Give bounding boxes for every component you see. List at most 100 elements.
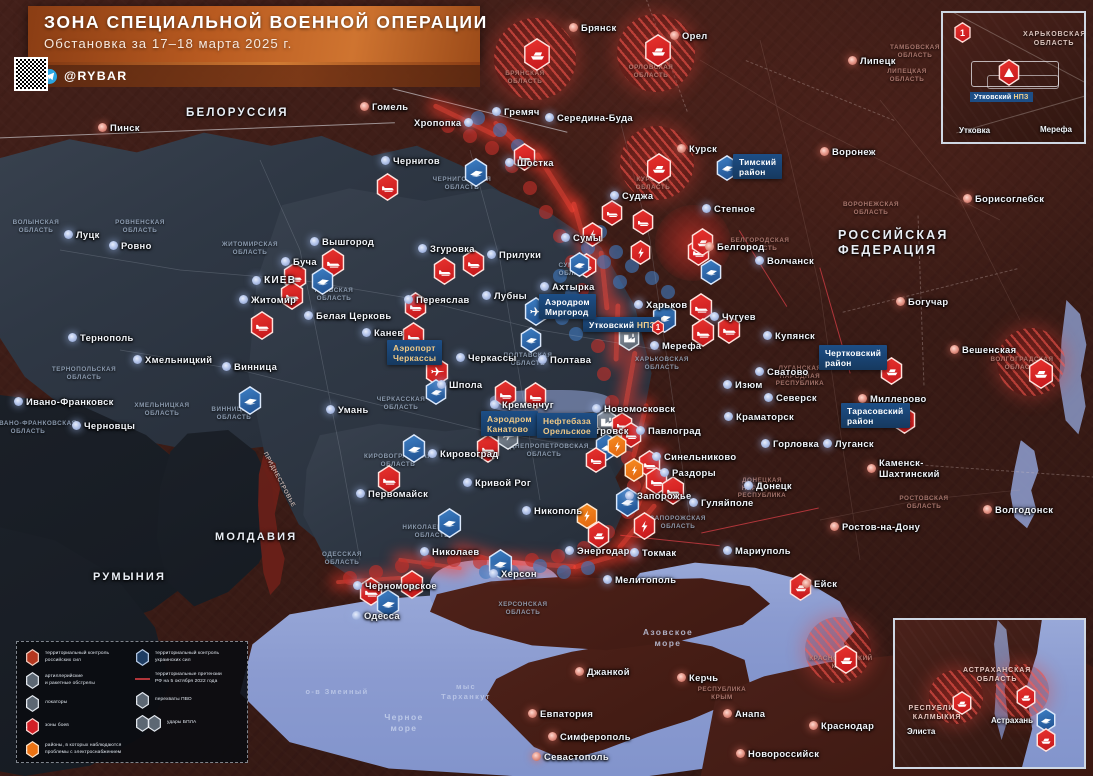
city-marker-0[interactable]: Пинск xyxy=(98,122,140,133)
inset2-boat-marker-0[interactable] xyxy=(952,691,972,715)
inset2-intercept-marker-2[interactable] xyxy=(1036,708,1056,732)
city-marker-81[interactable]: Анапа xyxy=(723,708,765,719)
city-marker-29[interactable]: Харьков xyxy=(634,299,687,310)
city-marker-60[interactable]: Каменск- Шахтинский xyxy=(867,457,940,480)
callout-2[interactable]: Аэродром Миргород xyxy=(539,294,596,320)
reference-pin-1[interactable]: 1 xyxy=(651,320,665,335)
city-marker-59[interactable]: Раздоры xyxy=(660,467,716,478)
city-marker-64[interactable]: Запорожье xyxy=(625,490,692,501)
map-rocket-marker-50[interactable] xyxy=(661,476,685,505)
city-marker-40[interactable]: Сватово xyxy=(755,366,809,377)
map-rocket-marker-23[interactable] xyxy=(250,311,274,340)
map-intercept-marker-30[interactable] xyxy=(238,386,262,415)
map-rocket-marker-15[interactable] xyxy=(513,143,536,171)
map-rocket-marker-16[interactable] xyxy=(321,248,345,277)
map-rocket-marker-33[interactable] xyxy=(717,315,741,344)
city-marker-77[interactable]: Одесса xyxy=(352,610,400,621)
city-marker-76[interactable]: Черноморское xyxy=(353,580,437,591)
map-intercept-marker-58[interactable] xyxy=(376,589,400,618)
city-marker-33[interactable]: Мерефа xyxy=(650,340,701,351)
city-marker-6[interactable]: Орел xyxy=(670,30,708,41)
callout-4[interactable]: Аэродром Канатово xyxy=(481,411,538,437)
city-marker-12[interactable]: Шостка xyxy=(505,157,554,168)
city-marker-74[interactable]: Мариуполь xyxy=(723,545,791,556)
map-rocket-marker-20[interactable] xyxy=(433,257,456,285)
city-marker-16[interactable]: Ровно xyxy=(109,240,152,251)
map-rocket-marker-36[interactable] xyxy=(494,380,517,408)
city-marker-39[interactable]: Полтава xyxy=(538,354,591,365)
city-marker-61[interactable]: Кривой Рог xyxy=(463,477,531,488)
map-boat-marker-2[interactable] xyxy=(646,153,672,184)
city-marker-68[interactable]: Ростов-на-Дону xyxy=(830,521,920,532)
city-marker-55[interactable]: Горловка xyxy=(761,438,819,449)
city-marker-65[interactable]: Гуляйполе xyxy=(689,497,754,508)
map-rocket-marker-14[interactable] xyxy=(376,173,399,201)
city-marker-5[interactable]: Середина-Буда xyxy=(545,112,633,123)
map-rocket-marker-57[interactable] xyxy=(400,570,424,599)
callout-1[interactable]: Утковский НПЗ xyxy=(583,317,662,333)
city-marker-47[interactable]: Миллерово xyxy=(858,393,927,404)
map-bolt-marker-9[interactable] xyxy=(630,240,651,265)
city-marker-9[interactable]: Курск xyxy=(677,143,717,154)
city-marker-45[interactable]: Изюм xyxy=(723,379,763,390)
city-marker-32[interactable]: Канев xyxy=(362,327,403,338)
city-marker-50[interactable]: Кременчуг xyxy=(490,399,554,410)
map-boat-marker-63[interactable] xyxy=(1028,358,1054,389)
map-bolt-marker-53[interactable] xyxy=(576,503,598,529)
city-marker-71[interactable]: Николаев xyxy=(420,546,480,557)
city-marker-2[interactable]: Хропопка xyxy=(414,117,474,128)
city-marker-58[interactable]: Синельниково xyxy=(652,451,736,462)
map-rocket-marker-27[interactable] xyxy=(524,382,547,410)
map-boat-marker-54[interactable] xyxy=(587,521,610,549)
map-rocket-marker-34[interactable] xyxy=(691,318,715,347)
map-boat-marker-1[interactable] xyxy=(645,34,671,67)
map-rocket-marker-46[interactable] xyxy=(476,434,500,463)
map-intercept-marker-19[interactable] xyxy=(311,267,334,295)
city-marker-56[interactable]: Луганск xyxy=(823,438,874,449)
city-marker-51[interactable]: Новомосковск xyxy=(592,403,675,414)
city-marker-21[interactable]: Белгород xyxy=(705,241,765,252)
city-marker-4[interactable]: Брянск xyxy=(569,22,616,33)
map-rocket-marker-41[interactable] xyxy=(585,447,607,473)
map-bolt-marker-52[interactable] xyxy=(633,512,656,540)
city-marker-13[interactable]: Суджа xyxy=(610,190,653,201)
city-marker-48[interactable]: Черновцы xyxy=(72,420,135,431)
city-marker-49[interactable]: Умань xyxy=(326,404,369,415)
map-bolt-marker-45[interactable] xyxy=(624,458,644,482)
map-bolt-marker-6[interactable] xyxy=(582,222,603,247)
city-marker-15[interactable]: Луцк xyxy=(64,229,100,240)
city-marker-17[interactable]: Вышгород xyxy=(310,236,374,247)
callout-7[interactable]: Тарасовский район xyxy=(841,403,910,429)
map-rocket-marker-18[interactable] xyxy=(280,281,304,310)
city-marker-3[interactable]: Гремяч xyxy=(492,106,540,117)
city-marker-85[interactable]: Новороссийск xyxy=(736,748,819,759)
city-marker-84[interactable]: Севастополь xyxy=(532,751,609,762)
map-bolt-marker-42[interactable] xyxy=(607,434,627,458)
city-marker-63[interactable]: Первомайск xyxy=(356,488,428,499)
map-rocket-marker-49[interactable] xyxy=(377,465,401,494)
city-marker-62[interactable]: Донецк xyxy=(744,480,792,491)
city-marker-35[interactable]: Купянск xyxy=(763,330,815,341)
city-marker-11[interactable]: Чернигов xyxy=(381,155,440,166)
map-rocket-marker-21[interactable] xyxy=(462,249,485,277)
map-rocket-marker-5[interactable] xyxy=(632,209,654,235)
city-marker-66[interactable]: Волгодонск xyxy=(983,504,1053,515)
city-marker-34[interactable]: Чугуев xyxy=(710,311,756,322)
city-marker-80[interactable]: Евпатория xyxy=(528,708,593,719)
city-marker-10[interactable]: Борисоглебск xyxy=(963,193,1044,204)
city-marker-24[interactable]: Буча xyxy=(281,256,317,267)
callout-5[interactable]: Нефтебаза Орельское xyxy=(537,413,597,439)
city-marker-14[interactable]: Степное xyxy=(702,203,755,214)
city-marker-23[interactable]: Житомир xyxy=(239,294,296,305)
city-marker-82[interactable]: Симферополь xyxy=(548,731,631,742)
map-intercept-marker-26[interactable] xyxy=(520,327,542,353)
map-intercept-marker-8[interactable] xyxy=(569,252,590,277)
map-intercept-marker-48[interactable] xyxy=(402,434,426,463)
city-marker-43[interactable]: Ивано-Франковск xyxy=(14,396,114,407)
city-marker-27[interactable]: Лубны xyxy=(482,290,527,301)
map-boat-marker-0[interactable] xyxy=(524,38,550,71)
city-marker-31[interactable]: Белая Церковь xyxy=(304,310,391,321)
city-marker-69[interactable]: Энергодар xyxy=(565,545,630,556)
inset-map-astrakhan[interactable]: АСТРАХАНСКАЯ ОБЛАСТЬ РЕСПУБЛИКА КАЛМЫКИЯ … xyxy=(893,618,1086,769)
city-marker-75[interactable]: Ейск xyxy=(802,578,837,589)
